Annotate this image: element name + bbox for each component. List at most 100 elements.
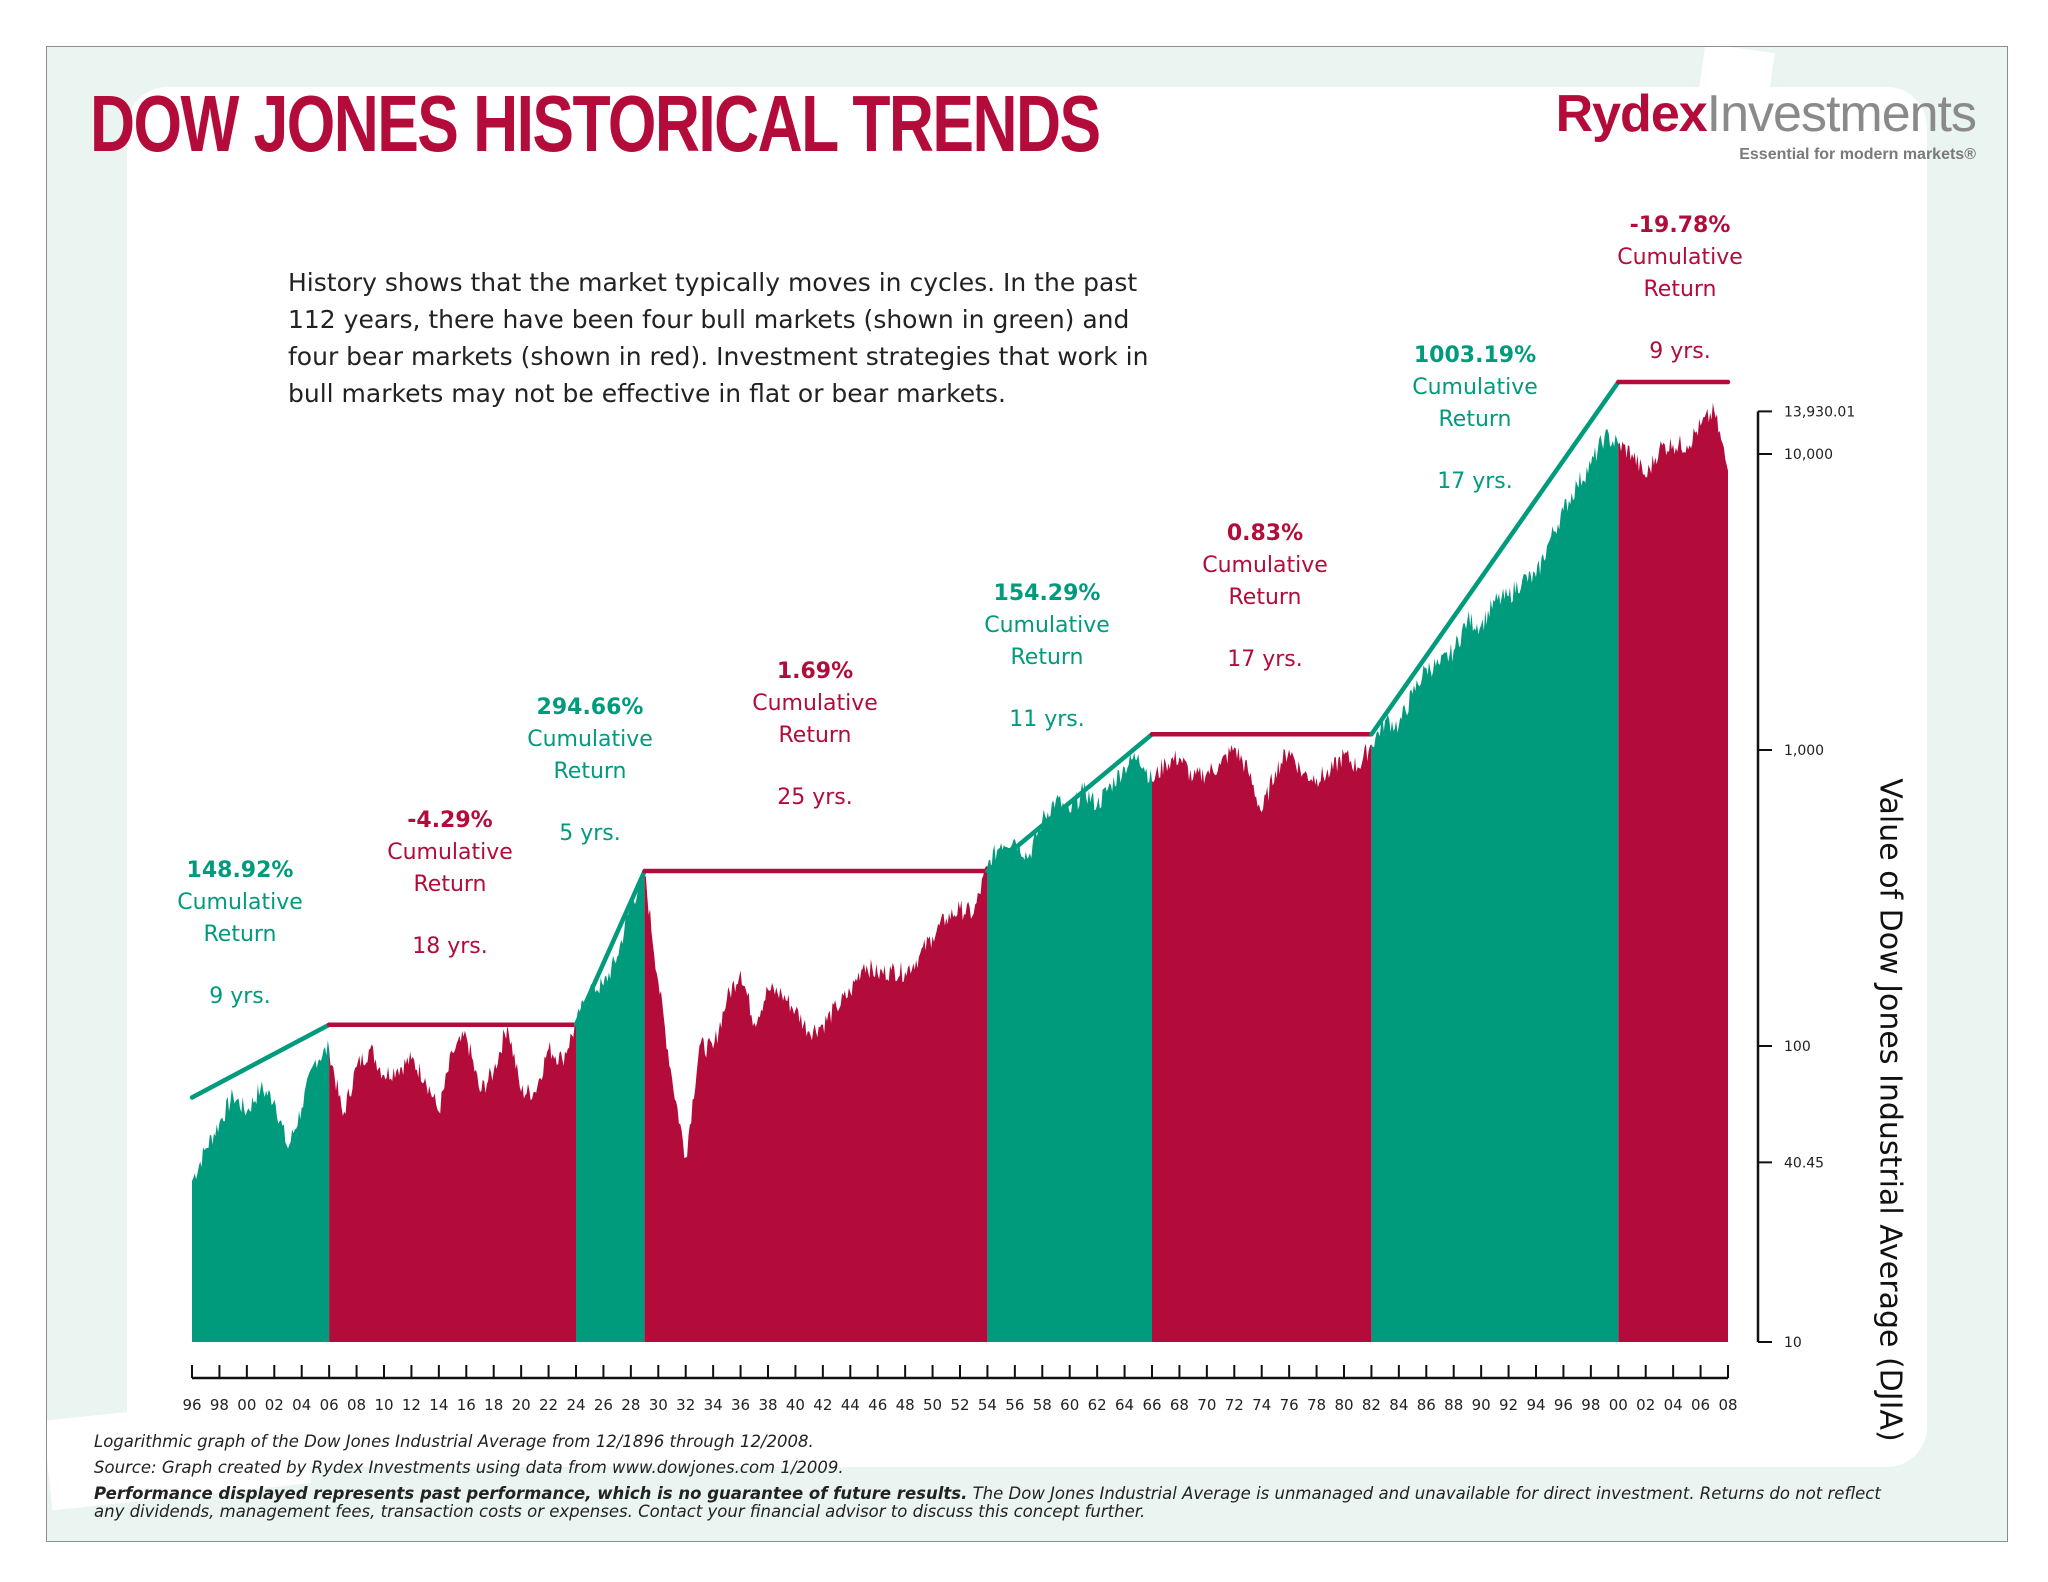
return-value-label: 154.29% bbox=[994, 581, 1101, 606]
cumulative-label: Cumulative bbox=[1617, 245, 1743, 270]
logo-brand-part2: Investments bbox=[1706, 85, 1977, 143]
logo-brand-part1: Rydex bbox=[1555, 85, 1708, 143]
x-tick-label: 16 bbox=[457, 1396, 476, 1414]
x-tick-label: 04 bbox=[1664, 1396, 1683, 1414]
y-tick-label: 1,000 bbox=[1784, 743, 1824, 759]
return-word-label: Return bbox=[1438, 407, 1511, 432]
cumulative-label: Cumulative bbox=[1202, 553, 1328, 578]
duration-label: 17 yrs. bbox=[1227, 647, 1303, 672]
return-value-label: -19.78% bbox=[1630, 213, 1731, 238]
x-tick-label: 78 bbox=[1307, 1396, 1326, 1414]
page-title: DOW JONES HISTORICAL TRENDS bbox=[90, 79, 1101, 168]
x-tick-label: 74 bbox=[1252, 1396, 1271, 1414]
x-tick-label: 54 bbox=[978, 1396, 997, 1414]
y-tick-label: 100 bbox=[1784, 1039, 1811, 1055]
x-tick-label: 42 bbox=[813, 1396, 832, 1414]
x-tick-label: 92 bbox=[1499, 1396, 1518, 1414]
cumulative-label: Cumulative bbox=[984, 613, 1110, 638]
return-value-label: 0.83% bbox=[1227, 521, 1303, 546]
duration-label: 9 yrs. bbox=[209, 984, 271, 1009]
y-tick-label: 10,000 bbox=[1784, 447, 1833, 463]
trend-line-2 bbox=[573, 868, 647, 1027]
area-bull-2 bbox=[576, 871, 645, 1342]
x-tick-label: 96 bbox=[1554, 1396, 1573, 1414]
area-bear-3 bbox=[644, 866, 988, 1342]
y-tick-label: 40.45 bbox=[1784, 1155, 1824, 1171]
x-tick-label: 12 bbox=[402, 1396, 421, 1414]
x-tick-label: 34 bbox=[704, 1396, 723, 1414]
x-tick-label: 24 bbox=[566, 1396, 585, 1414]
x-tick-label: 64 bbox=[1115, 1396, 1134, 1414]
duration-label: 9 yrs. bbox=[1649, 339, 1711, 364]
x-tick-label: 88 bbox=[1444, 1396, 1463, 1414]
x-tick-label: 26 bbox=[594, 1396, 613, 1414]
x-tick-label: 60 bbox=[1060, 1396, 1079, 1414]
x-tick-label: 28 bbox=[621, 1396, 640, 1414]
return-word-label: Return bbox=[413, 872, 486, 897]
x-tick-label: 72 bbox=[1225, 1396, 1244, 1414]
cumulative-label: Cumulative bbox=[752, 691, 878, 716]
duration-label: 25 yrs. bbox=[777, 785, 853, 810]
area-bear-5 bbox=[1152, 743, 1372, 1342]
return-value-label: 148.92% bbox=[187, 858, 294, 883]
trend-line-6 bbox=[1369, 379, 1621, 737]
x-tick-label: 10 bbox=[374, 1396, 393, 1414]
cumulative-label: Cumulative bbox=[387, 840, 513, 865]
x-tick-label: 96 bbox=[182, 1396, 201, 1414]
footnote-3-bold: Performance displayed represents past pe… bbox=[94, 1484, 968, 1503]
duration-label: 17 yrs. bbox=[1437, 469, 1513, 494]
x-tick-label: 04 bbox=[292, 1396, 311, 1414]
x-tick-label: 82 bbox=[1362, 1396, 1381, 1414]
x-tick-label: 58 bbox=[1033, 1396, 1052, 1414]
x-tick-label: 76 bbox=[1280, 1396, 1299, 1414]
x-tick-label: 98 bbox=[210, 1396, 229, 1414]
return-word-label: Return bbox=[203, 922, 276, 947]
x-tick-label: 44 bbox=[841, 1396, 860, 1414]
x-tick-label: 56 bbox=[1005, 1396, 1024, 1414]
x-tick-label: 38 bbox=[758, 1396, 777, 1414]
footnote-3-rest: The Dow Jones Industrial Average is unma… bbox=[967, 1484, 1881, 1503]
y-tick-label: 10 bbox=[1784, 1335, 1802, 1351]
x-tick-label: 40 bbox=[786, 1396, 805, 1414]
area-bull-0 bbox=[192, 1040, 330, 1342]
x-tick-label: 06 bbox=[1691, 1396, 1710, 1414]
x-tick-label: 20 bbox=[512, 1396, 531, 1414]
x-tick-label: 02 bbox=[265, 1396, 284, 1414]
footnote-1: Logarithmic graph of the Dow Jones Indus… bbox=[94, 1432, 814, 1451]
return-value-label: 1.69% bbox=[777, 659, 853, 684]
footnote-2: Source: Graph created by Rydex Investmen… bbox=[94, 1458, 844, 1477]
x-tick-label: 68 bbox=[1170, 1396, 1189, 1414]
duration-label: 5 yrs. bbox=[559, 821, 621, 846]
return-word-label: Return bbox=[1643, 277, 1716, 302]
area-bull-6 bbox=[1371, 429, 1619, 1342]
return-word-label: Return bbox=[553, 759, 626, 784]
duration-label: 18 yrs. bbox=[412, 934, 488, 959]
logo-tagline: Essential for modern markets® bbox=[1739, 146, 1976, 163]
x-tick-label: 02 bbox=[1636, 1396, 1655, 1414]
footnote-3: Performance displayed represents past pe… bbox=[94, 1484, 1881, 1503]
x-tick-label: 80 bbox=[1334, 1396, 1353, 1414]
x-tick-label: 84 bbox=[1389, 1396, 1408, 1414]
logo-wordmark: RydexInvestments bbox=[1555, 85, 1977, 143]
x-tick-label: 14 bbox=[429, 1396, 448, 1414]
x-tick-label: 30 bbox=[649, 1396, 668, 1414]
x-tick-label: 86 bbox=[1417, 1396, 1436, 1414]
x-tick-label: 62 bbox=[1088, 1396, 1107, 1414]
area-bear-7 bbox=[1618, 402, 1728, 1342]
trend-line-0 bbox=[189, 1022, 332, 1100]
x-tick-label: 00 bbox=[237, 1396, 256, 1414]
area-bull-4 bbox=[987, 752, 1152, 1342]
return-word-label: Return bbox=[778, 723, 851, 748]
x-tick-label: 94 bbox=[1526, 1396, 1545, 1414]
trend-line-4 bbox=[985, 732, 1155, 874]
x-tick-label: 70 bbox=[1197, 1396, 1216, 1414]
cumulative-label: Cumulative bbox=[527, 727, 653, 752]
x-tick-label: 90 bbox=[1472, 1396, 1491, 1414]
duration-label: 11 yrs. bbox=[1009, 707, 1085, 732]
footnote-4: any dividends, management fees, transact… bbox=[94, 1502, 1146, 1521]
return-value-label: 1003.19% bbox=[1414, 343, 1536, 368]
y-axis-label: Value of Dow Jones Industrial Average (D… bbox=[1872, 778, 1908, 1442]
return-word-label: Return bbox=[1010, 645, 1083, 670]
area-bear-1 bbox=[329, 1024, 576, 1342]
